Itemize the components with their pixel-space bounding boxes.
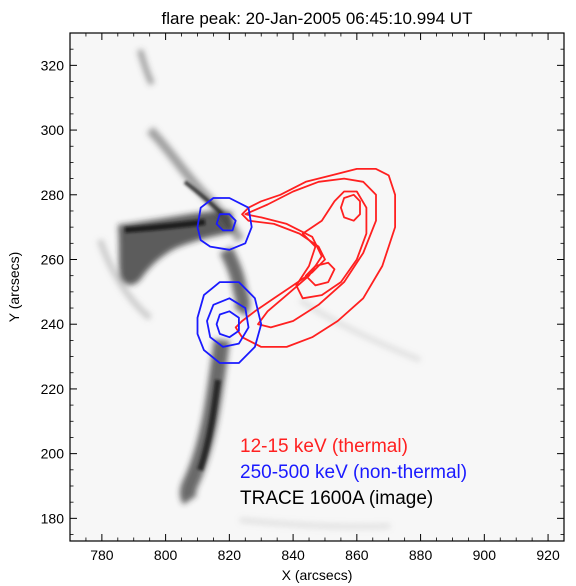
x-tick-label: 820 bbox=[218, 547, 242, 563]
ribbon-core-left bbox=[124, 219, 206, 233]
x-tick-label: 840 bbox=[281, 547, 305, 563]
nonthermal-contour-line bbox=[215, 310, 240, 339]
y-tick-label: 320 bbox=[41, 57, 65, 73]
legend: 12-15 keV (thermal) 250-500 keV (non-ther… bbox=[240, 436, 467, 509]
thermal-contour-line bbox=[244, 177, 377, 329]
plot-area bbox=[69, 32, 565, 542]
y-tick-label: 260 bbox=[41, 251, 65, 267]
trace-1600a-image bbox=[97, 49, 421, 530]
ribbon-core-upper bbox=[183, 180, 224, 216]
nonthermal-contour-line bbox=[196, 281, 263, 364]
thermal-contours bbox=[234, 167, 397, 348]
plot-frame bbox=[69, 32, 565, 542]
thermal-contour-line bbox=[304, 261, 336, 287]
thermal-contour-line bbox=[295, 190, 368, 300]
nonthermal-contour-line bbox=[215, 213, 237, 232]
nonthermal-contour-line bbox=[196, 197, 253, 251]
x-tick-label: 880 bbox=[409, 547, 433, 563]
thermal-contour-line bbox=[339, 193, 361, 222]
ribbon-core-lower bbox=[197, 379, 221, 471]
ribbon-faint-left bbox=[97, 239, 152, 321]
legend-entry: 250-500 keV (non-thermal) bbox=[240, 462, 467, 483]
ribbon-faint-bottom bbox=[239, 517, 391, 530]
legend-entry: TRACE 1600A (image) bbox=[240, 488, 433, 509]
plot-background bbox=[70, 33, 564, 541]
x-tick-label: 780 bbox=[90, 547, 114, 563]
x-tick-label: 900 bbox=[473, 547, 497, 563]
ribbon-top-streak bbox=[137, 49, 155, 86]
y-tick-label: 300 bbox=[41, 122, 65, 138]
x-tick-label: 920 bbox=[536, 547, 560, 563]
y-axis: 180 200 220 240 260 280 300 320 bbox=[41, 32, 564, 535]
x-tick-label: 860 bbox=[345, 547, 369, 563]
x-axis-title: X (arcsecs) bbox=[282, 567, 353, 583]
thermal-contour-line bbox=[234, 167, 397, 348]
y-axis-title: Y (arcsecs) bbox=[6, 252, 22, 323]
nonthermal-contours bbox=[196, 197, 263, 364]
y-tick-label: 220 bbox=[41, 381, 65, 397]
plot-title: flare peak: 20-Jan-2005 06:45:10.994 UT bbox=[162, 9, 473, 28]
nonthermal-contour-line bbox=[206, 297, 250, 348]
y-tick-label: 240 bbox=[41, 316, 65, 332]
y-tick-label: 280 bbox=[41, 187, 65, 203]
x-axis: 780 800 820 840 860 880 900 920 bbox=[69, 33, 565, 563]
y-tick-label: 200 bbox=[41, 446, 65, 462]
y-tick-label: 180 bbox=[41, 510, 65, 526]
legend-entry: 12-15 keV (thermal) bbox=[240, 436, 408, 457]
x-tick-label: 800 bbox=[154, 547, 178, 563]
ribbon-faint-right bbox=[298, 297, 421, 363]
